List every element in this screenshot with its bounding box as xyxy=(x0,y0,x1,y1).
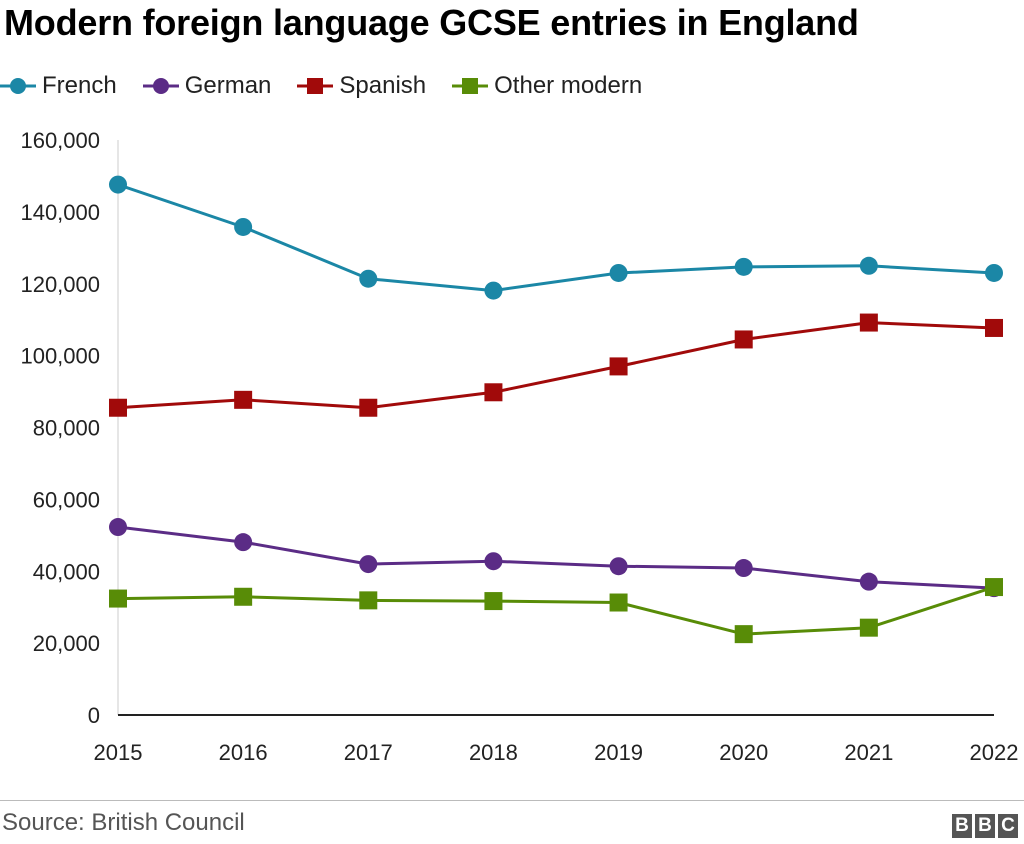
data-point-spanish xyxy=(234,390,253,409)
data-point-german xyxy=(859,572,878,591)
y-tick-label: 160,000 xyxy=(20,128,100,153)
legend-label-german: German xyxy=(184,72,272,99)
data-point-other-modern xyxy=(609,593,628,612)
data-point-french xyxy=(484,281,503,300)
data-point-french xyxy=(234,217,253,236)
footer-divider xyxy=(0,800,1024,801)
chart-title: Modern foreign language GCSE entries in … xyxy=(4,2,859,43)
data-point-german xyxy=(359,555,378,574)
legend-label-french: French xyxy=(42,72,117,99)
data-point-spanish xyxy=(985,318,1003,337)
legend-label-spanish: Spanish xyxy=(339,72,427,99)
series-line-german xyxy=(117,525,995,590)
logo-letter: C xyxy=(998,814,1018,838)
y-tick-label: 100,000 xyxy=(20,344,100,369)
x-tick-label: 2016 xyxy=(219,740,268,765)
data-point-french xyxy=(359,269,378,288)
data-point-other-modern xyxy=(985,578,1003,597)
y-tick-label: 0 xyxy=(88,703,100,728)
line-chart: 0 20,000 40,000 60,000 80,000 100,000 120,000 1… xyxy=(20,128,1019,765)
data-point-spanish xyxy=(859,313,878,332)
y-tick-label: 120,000 xyxy=(20,272,100,297)
y-tick-label: 20,000 xyxy=(33,631,100,656)
y-tick-label: 140,000 xyxy=(20,200,100,225)
x-tick-label: 2020 xyxy=(719,740,768,765)
logo-letter: B xyxy=(975,814,995,838)
data-point-french xyxy=(609,263,628,282)
y-tick-label: 60,000 xyxy=(33,487,100,512)
x-tick-label: 2017 xyxy=(344,740,393,765)
legend-item-spanish: Spanish xyxy=(297,72,426,100)
series-line-other-modern xyxy=(117,585,995,636)
data-point-other-modern xyxy=(859,618,878,637)
legend: French German Spanish Other modern xyxy=(0,70,668,102)
x-tick-label: 2022 xyxy=(970,740,1019,765)
data-point-other-modern xyxy=(484,592,503,611)
logo-letter: B xyxy=(952,814,972,838)
x-tick-label: 2018 xyxy=(469,740,518,765)
x-tick-label: 2019 xyxy=(594,740,643,765)
series-line-french xyxy=(117,183,995,293)
y-tick-label: 80,000 xyxy=(33,416,100,441)
series-line-spanish xyxy=(117,321,995,410)
data-point-german xyxy=(484,552,503,571)
y-tick-label: 40,000 xyxy=(33,559,100,584)
data-point-german xyxy=(234,533,253,552)
legend-marker-spanish xyxy=(297,78,334,94)
data-point-other-modern xyxy=(234,587,253,606)
data-point-spanish xyxy=(109,398,127,417)
source-note: Source: British Council xyxy=(2,809,245,836)
legend-marker-french xyxy=(0,78,36,94)
data-point-spanish xyxy=(734,330,753,349)
legend-item-german: German xyxy=(142,72,272,100)
data-point-spanish xyxy=(484,383,503,402)
legend-item-french: French xyxy=(0,72,117,100)
data-point-french xyxy=(734,257,753,276)
data-point-spanish xyxy=(359,398,378,417)
legend-marker-german xyxy=(142,78,179,94)
data-point-spanish xyxy=(609,357,628,376)
bbc-logo: B B C xyxy=(949,814,1018,838)
data-point-french xyxy=(859,256,878,275)
data-point-french xyxy=(985,263,1003,282)
x-tick-label: 2021 xyxy=(844,740,893,765)
x-tick-label: 2015 xyxy=(94,740,143,765)
legend-marker-other-modern xyxy=(452,78,489,94)
data-point-other-modern xyxy=(359,591,378,610)
legend-label-other-modern: Other modern xyxy=(494,72,643,99)
data-point-german xyxy=(609,557,628,576)
data-point-other-modern xyxy=(109,589,127,608)
data-point-german xyxy=(109,518,127,537)
data-point-german xyxy=(734,559,753,578)
data-point-french xyxy=(109,175,127,194)
data-point-other-modern xyxy=(734,625,753,644)
legend-item-other-modern: Other modern xyxy=(452,72,642,100)
